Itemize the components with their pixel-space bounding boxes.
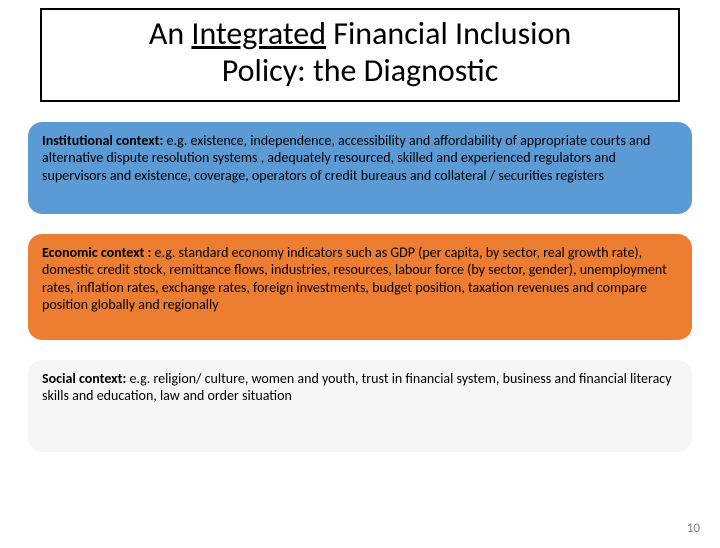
card-institutional: Institutional context: e.g. existence, i… [28,122,692,214]
card-label: Social context: [42,370,126,387]
title-underlined: Integrated [191,14,326,53]
card-label: Economic context : [42,244,151,261]
title-prefix: An [149,14,192,53]
title-box: An Integrated Financial Inclusion Policy… [40,8,680,102]
title-rest: Financial Inclusion [326,14,571,53]
cards-container: Institutional context: e.g. existence, i… [28,122,692,452]
card-label: Institutional context: [42,132,163,149]
card-social: Social context: e.g. religion/ culture, … [28,360,692,452]
title-line-1: An Integrated Financial Inclusion [52,16,668,53]
card-economic: Economic context : e.g. standard economy… [28,234,692,340]
card-body: e.g. religion/ culture, women and youth,… [42,370,672,405]
page-number: 10 [687,521,700,536]
title-line-2: Policy: the Diagnostic [52,53,668,90]
